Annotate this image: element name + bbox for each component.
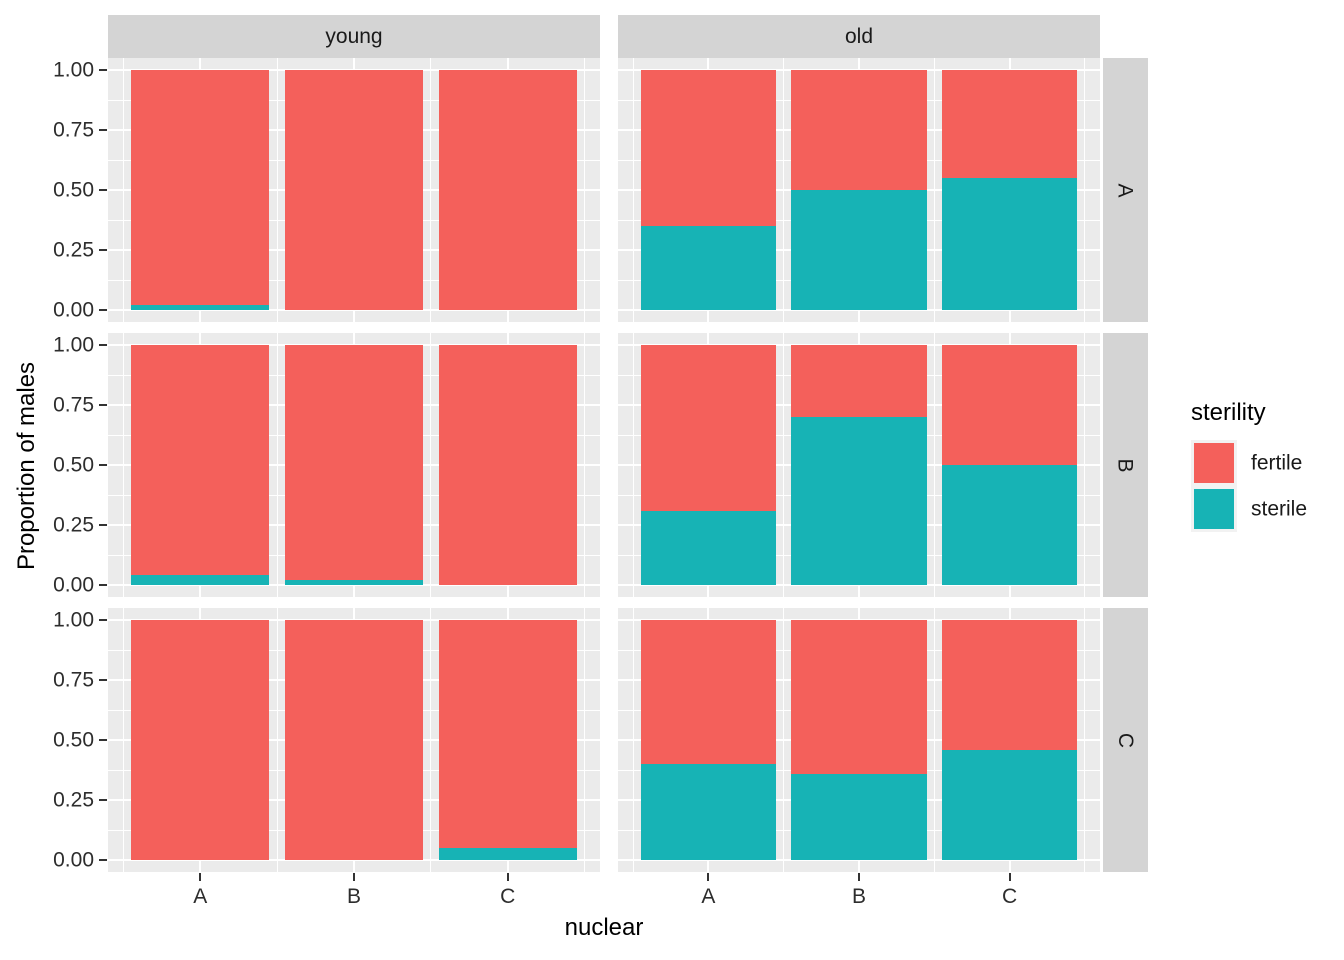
legend-swatch-fertile: [1194, 443, 1234, 483]
bar-segment-sterile-A: [131, 305, 270, 310]
facet-strip-label: old: [844, 25, 874, 48]
facet-strip-row-B: B: [1103, 333, 1148, 597]
bar-segment-fertile-C: [941, 345, 1078, 465]
bar-segment-sterile-B: [284, 580, 424, 585]
y-tick-label: 1.00: [53, 333, 94, 357]
bar-segment-sterile-A: [640, 226, 777, 310]
bar-segment-sterile-A: [640, 764, 777, 860]
facet-strip-label: C: [1113, 732, 1137, 748]
bar-segment-fertile-A: [131, 620, 270, 860]
y-tick-mark: [99, 739, 107, 741]
y-tick-mark: [99, 189, 107, 191]
y-tick-mark: [99, 129, 107, 131]
bar-segment-fertile-B: [284, 70, 424, 310]
legend-label-fertile: fertile: [1251, 451, 1303, 475]
facet-strip-row-A: A: [1103, 58, 1148, 322]
bar-segment-fertile-B: [791, 70, 927, 190]
facet-strip-label: young: [325, 25, 383, 48]
bar-segment-sterile-C: [941, 465, 1078, 585]
y-tick-label: 0.00: [53, 848, 94, 872]
y-tick-label: 0.25: [53, 513, 94, 537]
y-tick-label: 0.00: [53, 298, 94, 322]
panel-old-B: [618, 333, 1100, 597]
facet-strip-old: old: [618, 15, 1100, 58]
x-tick-mark: [506, 873, 509, 881]
y-tick-mark: [99, 584, 107, 586]
y-tick-label: 0.50: [53, 728, 94, 752]
x-tick-label: B: [346, 885, 362, 908]
bar-segment-fertile-C: [438, 345, 577, 585]
y-tick-label: 0.50: [53, 178, 94, 202]
x-tick-label: A: [193, 885, 208, 908]
bar-segment-sterile-A: [640, 510, 777, 585]
x-tick-mark: [353, 873, 355, 881]
x-tick-mark: [858, 873, 860, 881]
y-tick-label: 0.75: [53, 668, 94, 692]
y-tick-mark: [99, 799, 107, 801]
panel-young-A: [108, 58, 600, 322]
panel-old-C: [618, 608, 1100, 872]
bar-segment-sterile-C: [438, 848, 577, 860]
bar-segment-sterile-C: [941, 178, 1078, 310]
facet-strip-label: A: [1113, 182, 1137, 198]
x-tick-mark: [199, 873, 202, 881]
y-tick-label: 1.00: [53, 608, 94, 632]
bar-segment-fertile-C: [941, 620, 1078, 750]
bar-segment-fertile-B: [791, 620, 927, 774]
y-tick-label: 0.25: [53, 238, 94, 262]
y-tick-label: 0.00: [53, 573, 94, 597]
y-tick-label: 0.50: [53, 453, 94, 477]
bar-segment-fertile-C: [438, 70, 577, 310]
facet-strip-row-C: C: [1103, 608, 1148, 872]
bar-segment-sterile-B: [791, 190, 927, 310]
y-tick-mark: [99, 344, 107, 346]
bar-segment-fertile-A: [131, 345, 270, 576]
y-tick-label: 1.00: [53, 58, 94, 82]
legend-key-sterile: [1191, 486, 1237, 532]
bar-segment-sterile-A: [131, 575, 270, 585]
bar-segment-fertile-C: [941, 70, 1078, 178]
legend-label-sterile: sterile: [1251, 497, 1308, 521]
y-tick-mark: [99, 464, 107, 466]
x-axis-title: nuclear: [564, 914, 644, 941]
panel-young-B: [108, 333, 600, 597]
y-tick-mark: [99, 619, 107, 621]
y-tick-label: 0.75: [53, 118, 94, 142]
bar-segment-fertile-C: [438, 620, 577, 848]
bar-segment-fertile-A: [131, 70, 270, 306]
x-tick-label: C: [500, 885, 516, 908]
y-tick-label: 0.25: [53, 788, 94, 812]
y-tick-mark: [99, 859, 107, 861]
legend-swatch-sterile: [1194, 489, 1234, 529]
bar-segment-fertile-A: [640, 70, 777, 226]
facet-strip-label: B: [1113, 457, 1137, 473]
y-tick-mark: [99, 524, 107, 526]
bar-segment-sterile-C: [941, 749, 1078, 860]
x-tick-label: C: [1002, 885, 1018, 908]
y-tick-mark: [99, 309, 107, 311]
y-tick-mark: [99, 679, 107, 681]
bar-segment-fertile-A: [640, 345, 777, 511]
panel-young-C: [108, 608, 600, 872]
legend-title: sterility: [1191, 399, 1266, 426]
x-tick-label: B: [851, 885, 867, 908]
bar-segment-fertile-B: [791, 345, 927, 417]
facet-strip-young: young: [108, 15, 600, 58]
y-tick-mark: [99, 249, 107, 251]
y-tick-label: 0.75: [53, 393, 94, 417]
x-tick-label: A: [701, 885, 716, 908]
panel-old-A: [618, 58, 1100, 322]
y-tick-mark: [99, 69, 107, 71]
bar-segment-sterile-B: [791, 773, 927, 860]
bar-segment-fertile-B: [284, 345, 424, 581]
x-tick-mark: [707, 873, 710, 881]
y-tick-mark: [99, 404, 107, 406]
bar-segment-fertile-B: [284, 620, 424, 860]
bar-segment-sterile-B: [791, 417, 927, 585]
bar-segment-fertile-A: [640, 620, 777, 764]
legend-key-fertile: [1191, 440, 1237, 486]
x-tick-mark: [1008, 873, 1011, 881]
